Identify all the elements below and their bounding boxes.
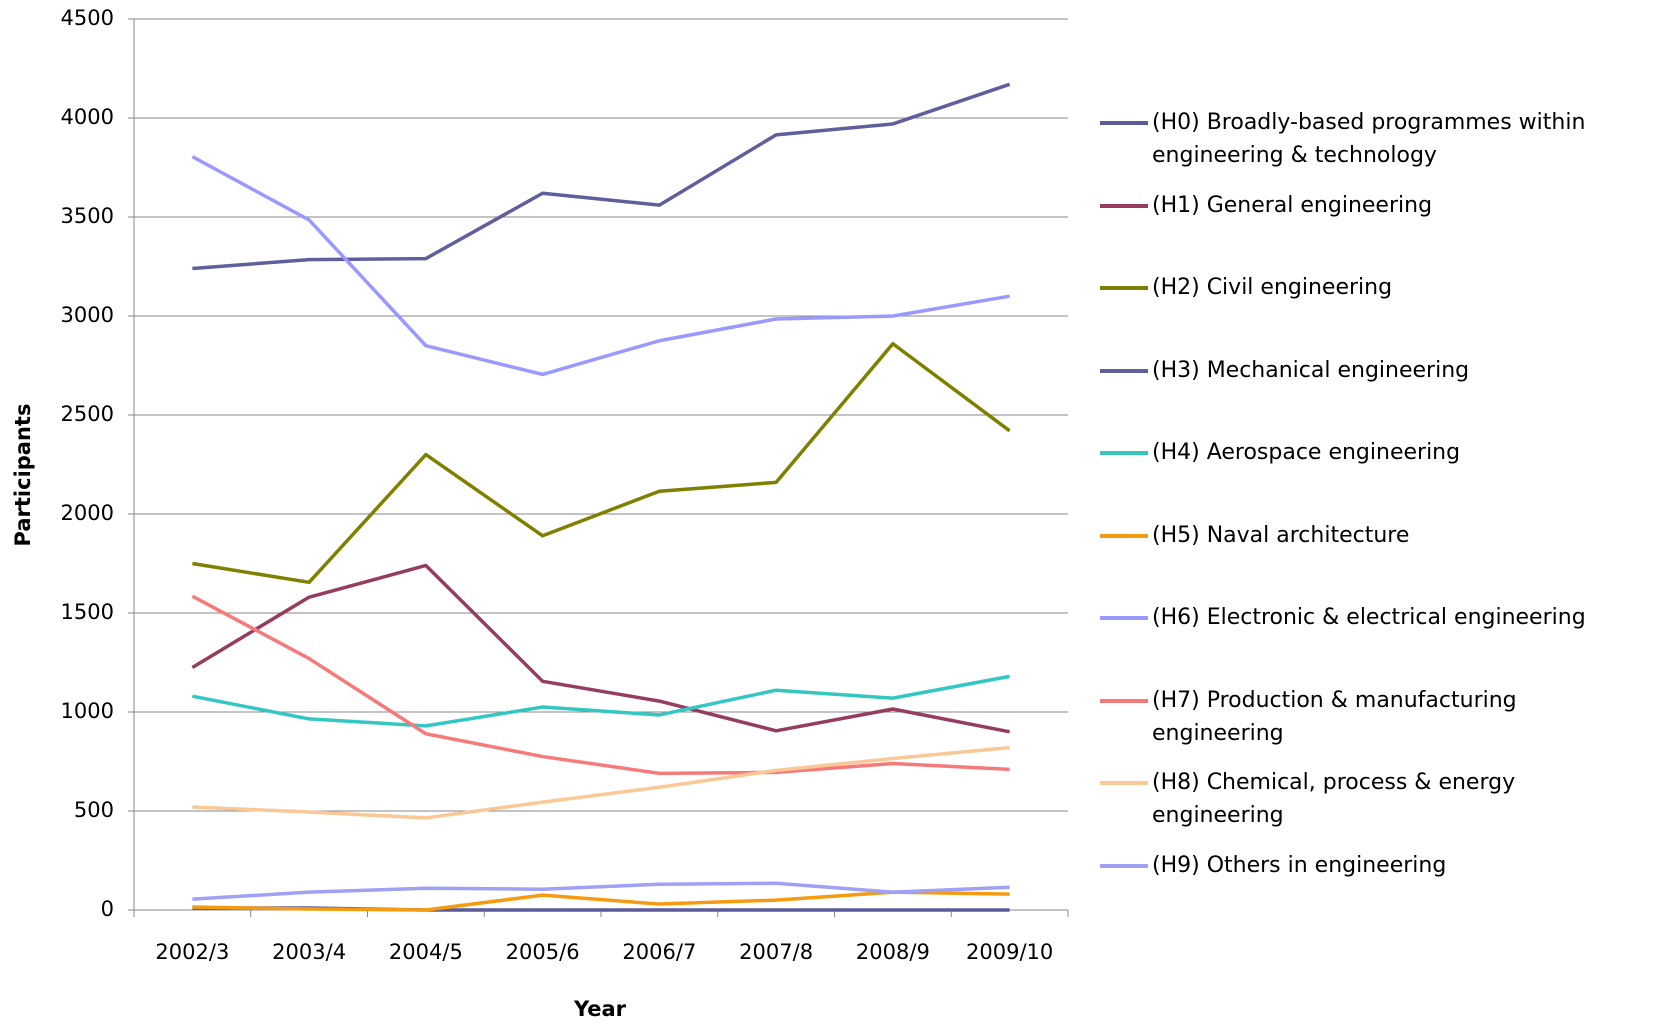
legend-item: (H4) Aerospace engineering: [1100, 436, 1660, 469]
y-tick-label: 4500: [61, 6, 114, 30]
x-tick-label: 2006/7: [622, 940, 696, 964]
y-tick-label: 2500: [61, 402, 114, 426]
series-line: [192, 890, 1010, 912]
series-line: [192, 341, 1011, 585]
series-line: [192, 745, 1010, 820]
legend-swatch: [1100, 698, 1148, 703]
x-tick-label: 2005/6: [506, 940, 580, 964]
legend-swatch: [1100, 203, 1148, 208]
legend-swatch: [1100, 451, 1148, 455]
legend-label: (H3) Mechanical engineering: [1152, 357, 1470, 383]
legend-item: (H0) Broadly-based programmes within eng…: [1100, 106, 1660, 172]
legend-swatch: [1100, 286, 1148, 290]
y-tick-label: 2000: [61, 501, 114, 525]
legend-swatch: [1100, 616, 1148, 620]
legend-item: (H7) Production & manufacturing engineer…: [1100, 684, 1660, 750]
series-line: [191, 594, 1010, 776]
series-line: [192, 82, 1011, 271]
legend-item: (H6) Electronic & electrical engineering: [1100, 601, 1660, 634]
series-line: [192, 674, 1010, 728]
legend-swatch: [1100, 863, 1148, 868]
legend-item: (H8) Chemical, process & energy engineer…: [1100, 766, 1660, 832]
y-tick-label: 4000: [61, 105, 114, 129]
legend-label: (H4) Aerospace engineering: [1152, 440, 1461, 465]
legend-item: (H3) Mechanical engineering: [1100, 354, 1660, 387]
legend-label: (H6) Electronic & electrical engineering: [1152, 605, 1586, 630]
legend-label: (H8) Chemical, process & energy engineer…: [1152, 770, 1516, 828]
legend-label: (H5) Naval architecture: [1152, 522, 1410, 548]
series-line: [192, 881, 1010, 901]
legend-label: (H7) Production & manufacturing engineer…: [1152, 687, 1517, 746]
x-axis-title: Year: [573, 997, 627, 1021]
legend-item: (H9) Others in engineering: [1100, 849, 1660, 882]
legend-swatch: [1100, 121, 1148, 125]
legend-label: (H0) Broadly-based programmes within eng…: [1152, 110, 1586, 168]
legend-label: (H9) Others in engineering: [1152, 852, 1447, 878]
x-tick-label: 2009/10: [966, 940, 1053, 964]
y-tick-label: 3000: [61, 303, 114, 327]
x-tick-label: 2003/4: [272, 940, 346, 964]
x-tick-label: 2007/8: [739, 940, 813, 964]
y-axis-title: Participants: [11, 404, 35, 547]
x-tick-label: 2008/9: [856, 940, 930, 964]
legend-swatch: [1100, 781, 1148, 785]
legend-swatch: [1100, 368, 1148, 373]
legend-item: (H1) General engineering: [1100, 189, 1660, 222]
legend-item: (H2) Civil engineering: [1100, 271, 1660, 304]
x-tick-label: 2004/5: [389, 940, 463, 964]
legend-item: (H5) Naval architecture: [1100, 519, 1660, 552]
legend-label: (H2) Civil engineering: [1152, 275, 1393, 300]
series-line: [191, 563, 1010, 734]
y-tick-label: 500: [74, 798, 114, 822]
series-line: [191, 155, 1010, 377]
legend-label: (H1) General engineering: [1152, 192, 1433, 218]
y-tick-label: 3500: [61, 204, 114, 228]
y-tick-label: 1000: [61, 699, 114, 723]
y-tick-label: 0: [101, 897, 114, 921]
legend-swatch: [1100, 533, 1148, 538]
y-tick-label: 1500: [61, 600, 114, 624]
x-tick-label: 2002/3: [155, 940, 229, 964]
